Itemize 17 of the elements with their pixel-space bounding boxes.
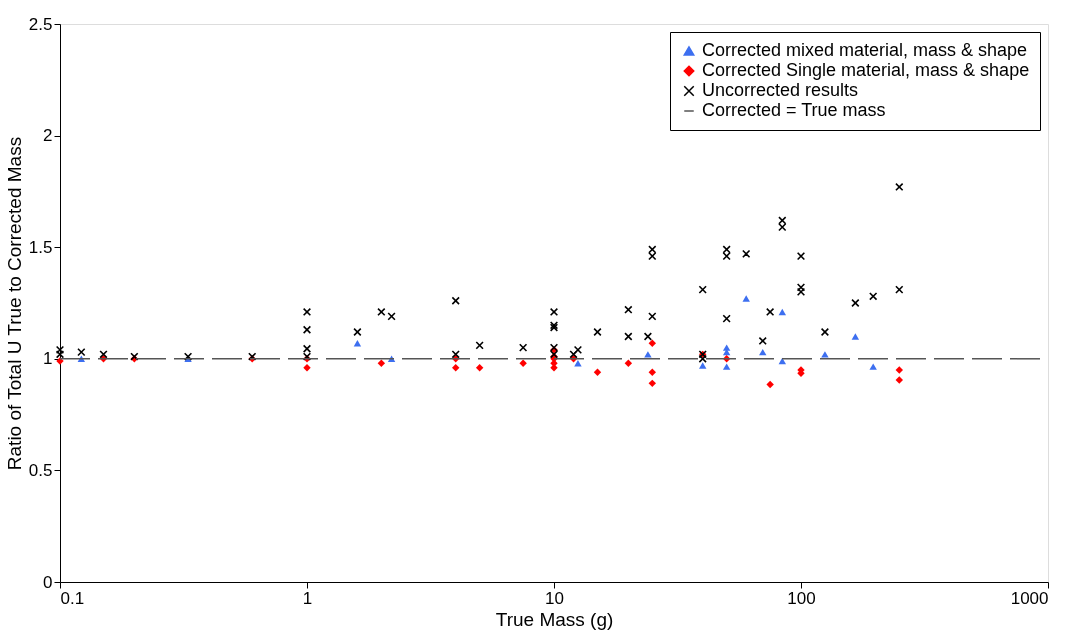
y-tick-label: 2.5 <box>28 14 53 34</box>
legend-label: Uncorrected results <box>702 80 859 100</box>
y-tick-label: 0 <box>43 572 53 592</box>
x-tick-label: 0.1 <box>60 588 85 608</box>
y-axis-title: Ratio of Total U True to Corrected Mass <box>3 136 25 471</box>
x-tick-label: 10 <box>545 588 564 608</box>
y-tick-label: 1 <box>43 349 53 369</box>
x-tick-label: 100 <box>787 588 816 608</box>
x-tick-label: 1000 <box>1010 588 1049 608</box>
legend-label: Corrected Single material, mass & shape <box>702 60 1030 80</box>
x-axis-title: True Mass (g) <box>495 608 614 630</box>
x-tick-label: 1 <box>302 588 313 608</box>
y-tick-label: 0.5 <box>28 460 53 480</box>
legend-label: Corrected mixed material, mass & shape <box>702 40 1028 60</box>
legend-label: Corrected = True mass <box>702 100 886 120</box>
y-tick-label: 2 <box>43 126 53 146</box>
y-tick-label: 1.5 <box>28 237 53 257</box>
